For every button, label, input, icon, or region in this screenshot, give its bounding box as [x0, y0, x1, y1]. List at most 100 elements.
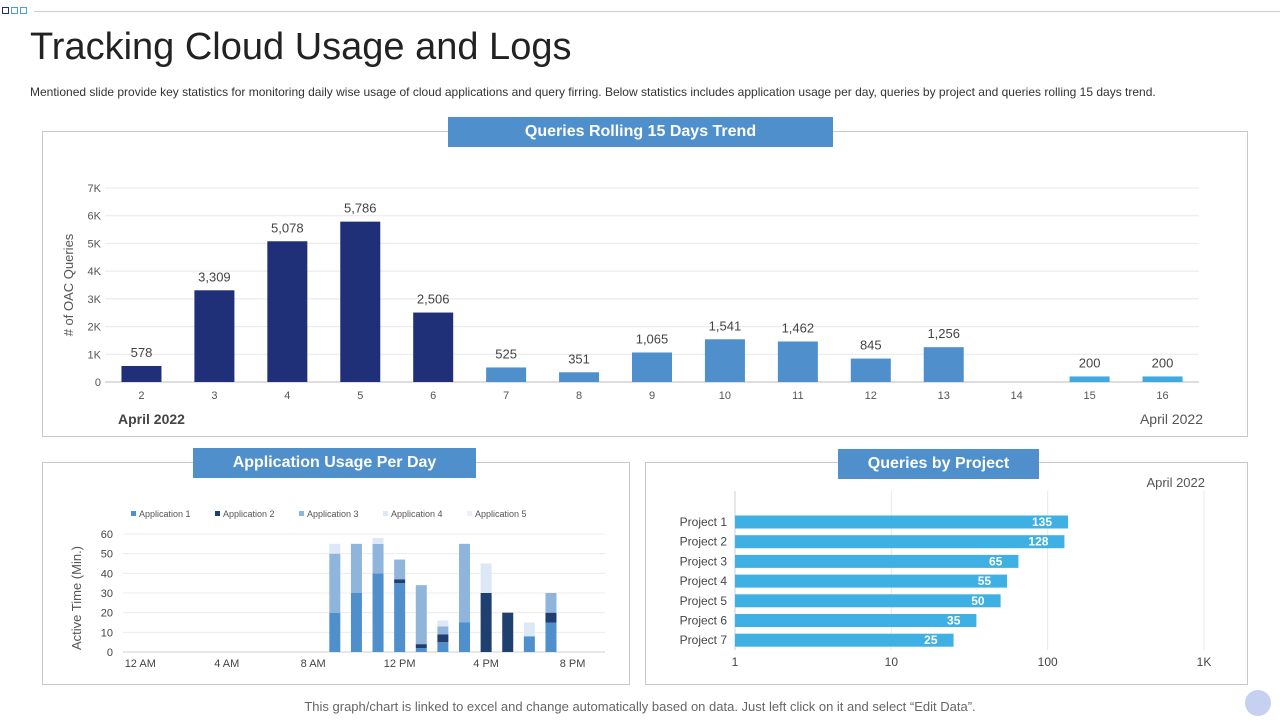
- y-tick-label: 4K: [88, 266, 102, 278]
- stacked-bar-segment: [329, 553, 341, 613]
- bar: [850, 358, 891, 382]
- stacked-bar-segment: [415, 585, 427, 645]
- category-label: Project 5: [680, 594, 728, 608]
- x-tick-label: 12 AM: [125, 658, 156, 670]
- data-label: 65: [989, 554, 1003, 568]
- y-tick-label: 30: [101, 588, 113, 600]
- stacked-bar-segment: [523, 622, 535, 637]
- category-label: Project 7: [680, 633, 728, 647]
- y-tick-label: 60: [101, 529, 113, 541]
- x-tick-label: 11: [792, 390, 803, 402]
- y-tick-label: 10: [101, 627, 113, 639]
- bar: [121, 365, 162, 382]
- data-label: 5,786: [344, 201, 377, 216]
- data-label: 1,541: [709, 318, 742, 333]
- queries-trend-title: Queries Rolling 15 Days Trend: [448, 117, 833, 147]
- x-tick-label: 8: [576, 390, 582, 402]
- stacked-bar-segment: [523, 636, 535, 652]
- period-label: April 2022: [1146, 475, 1205, 490]
- data-label: 351: [568, 351, 590, 366]
- bar: [413, 312, 454, 382]
- bar: [735, 535, 1065, 549]
- stacked-bar-segment: [480, 593, 492, 652]
- period-label-right: April 2022: [1140, 411, 1203, 427]
- y-tick-label: 20: [101, 608, 113, 620]
- bar: [735, 594, 1001, 608]
- data-label: 1,065: [636, 331, 669, 346]
- header-divider: [34, 11, 1280, 12]
- stacked-bar-segment: [394, 583, 406, 652]
- y-tick-label: 3K: [88, 294, 102, 306]
- legend-swatch: [299, 511, 304, 516]
- x-tick-label: 1K: [1197, 655, 1212, 669]
- x-tick-label: 8 AM: [301, 658, 326, 670]
- data-label: 845: [860, 338, 882, 353]
- stacked-bar-segment: [372, 573, 384, 652]
- legend-swatch: [467, 511, 472, 516]
- stacked-bar-segment: [329, 543, 341, 554]
- legend-swatch: [215, 511, 220, 516]
- bar: [267, 241, 308, 382]
- stacked-bar-segment: [545, 622, 557, 652]
- bar: [735, 633, 954, 647]
- bar: [559, 372, 600, 382]
- data-label: 200: [1079, 355, 1101, 370]
- queries-by-project-title: Queries by Project: [838, 449, 1039, 479]
- stacked-bar-segment: [502, 612, 514, 652]
- x-tick-label: 4 AM: [214, 658, 239, 670]
- bar: [735, 574, 1008, 588]
- legend-swatch: [131, 511, 136, 516]
- stacked-bar-segment: [545, 612, 557, 623]
- queries-trend-panel: 0 1K 2K 3K 4K 5K 6K 7K 578 2 3,309 3 5,078 4 5,786 5 2,5…: [42, 131, 1248, 437]
- stacked-bar-segment: [329, 612, 341, 652]
- category-label: Project 6: [680, 614, 728, 628]
- data-label: 35: [947, 614, 961, 628]
- y-axis-title: Active Time (Min.): [69, 546, 84, 650]
- data-label: 578: [131, 345, 153, 360]
- slide-marker: [2, 7, 27, 14]
- x-tick-label: 12 PM: [384, 658, 416, 670]
- stacked-bar-segment: [394, 579, 406, 584]
- stacked-bar-segment: [415, 648, 427, 652]
- x-tick-label: 9: [649, 390, 655, 402]
- stacked-bar-segment: [394, 559, 406, 580]
- legend-swatch: [383, 511, 388, 516]
- x-tick-label: 10: [885, 655, 899, 669]
- stacked-bar-segment: [437, 620, 449, 627]
- app-usage-chart[interactable]: 0 10 20 30 40 50 60 12 AM 4 AM 8 AM 12 PM 4 PM 8 PM A…: [43, 463, 629, 684]
- x-tick-label: 4 PM: [473, 658, 499, 670]
- y-tick-label: 0: [107, 647, 113, 659]
- x-tick-label: 5: [357, 390, 363, 402]
- queries-trend-chart[interactable]: 0 1K 2K 3K 4K 5K 6K 7K 578 2 3,309 3 5,078 4 5,786 5 2,5…: [43, 132, 1247, 436]
- y-tick-label: 0: [95, 377, 101, 389]
- stacked-bar-segment: [480, 563, 492, 593]
- stacked-bar-segment: [350, 593, 362, 652]
- bar: [735, 554, 1019, 568]
- x-tick-label: 14: [1011, 390, 1023, 402]
- data-label: 25: [924, 633, 938, 647]
- data-label: 1,462: [782, 320, 815, 335]
- category-label: Project 2: [680, 535, 728, 549]
- x-tick-label: 16: [1156, 390, 1168, 402]
- legend-label: Application 1: [139, 509, 191, 519]
- x-tick-label: 100: [1038, 655, 1058, 669]
- x-tick-label: 12: [865, 390, 877, 402]
- x-tick-label: 10: [719, 390, 731, 402]
- y-tick-label: 5K: [88, 238, 102, 250]
- queries-by-project-chart[interactable]: 1 10 100 1K 135 Project 1 128 Project 2 65 Projec…: [646, 463, 1247, 684]
- bar: [1069, 376, 1110, 382]
- page-subtitle: Mentioned slide provide key statistics f…: [30, 85, 1156, 99]
- bar: [735, 614, 977, 627]
- bar: [486, 367, 527, 382]
- y-tick-label: 1K: [88, 349, 102, 361]
- y-tick-label: 6K: [88, 211, 102, 223]
- stacked-bar-segment: [545, 593, 557, 613]
- bar: [632, 352, 672, 382]
- x-tick-label: 2: [138, 390, 144, 402]
- legend-label: Application 3: [307, 509, 359, 519]
- x-tick-label: 13: [938, 390, 950, 402]
- bar: [1142, 376, 1183, 382]
- data-label: 3,309: [198, 269, 231, 284]
- x-tick-label: 1: [732, 655, 739, 669]
- stacked-bar-segment: [459, 543, 471, 623]
